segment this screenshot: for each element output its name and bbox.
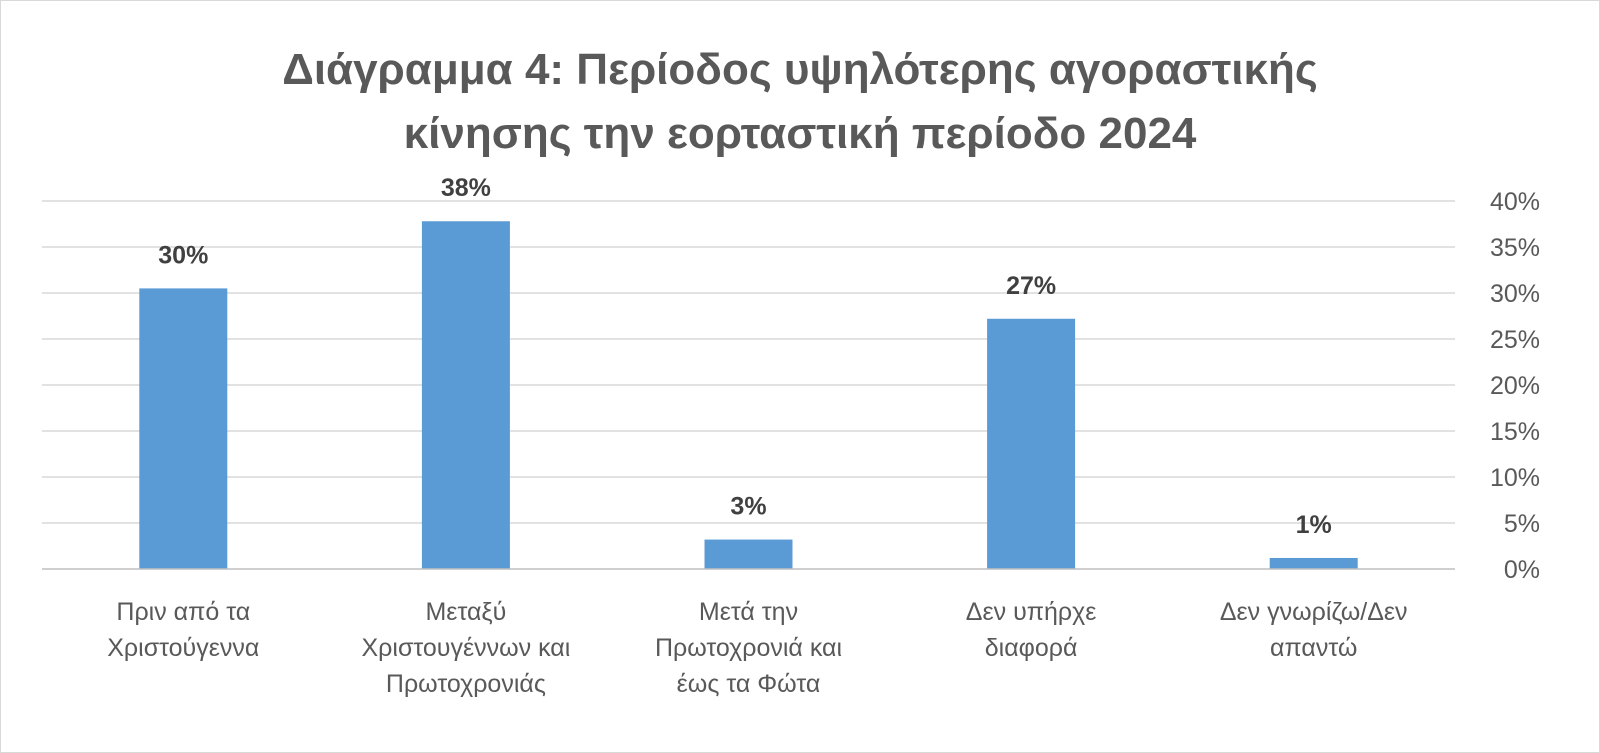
y-axis-ticks: 0% 5% 10% 15% 20% 25% 30% 35% 40% <box>1490 188 1540 584</box>
data-labels: 30% 38% 3% 27% 1% <box>158 174 1331 539</box>
bar <box>987 318 1076 569</box>
category-label: Μετά την Πρωτοχρονιά και έως τα Φώτα <box>655 598 842 698</box>
y-tick-label: 20% <box>1490 372 1540 400</box>
y-tick-label: 40% <box>1490 188 1540 216</box>
category-label-line: Δεν γνωρίζω/Δεν <box>1220 598 1408 626</box>
category-label-line: απαντώ <box>1270 634 1357 662</box>
category-label: Δεν γνωρίζω/Δεν απαντώ <box>1220 598 1408 662</box>
y-tick-label: 25% <box>1490 326 1540 354</box>
category-label: Πριν από τα Χριστούγεννα <box>107 598 259 662</box>
chart-title: Διάγραμμα 4: Περίοδος υψηλότερης αγοραστ… <box>0 38 1600 166</box>
bar <box>1269 557 1358 569</box>
data-label: 1% <box>1296 511 1332 539</box>
bar <box>421 221 510 570</box>
chart-title-line-2: κίνησης την εορταστική περίοδο 2024 <box>403 109 1197 158</box>
gridlines <box>42 200 1455 524</box>
bar <box>139 288 228 569</box>
category-label-line: διαφορά <box>985 634 1078 662</box>
chart-title-line-1: Διάγραμμα 4: Περίοδος υψηλότερης αγοραστ… <box>282 45 1318 94</box>
category-label-line: Πριν από τα <box>116 598 250 626</box>
y-tick-label: 5% <box>1504 510 1540 538</box>
category-label-line: Πρωτοχρονιάς <box>386 670 546 698</box>
y-tick-label: 30% <box>1490 280 1540 308</box>
category-label-line: Πρωτοχρονιά και <box>655 634 842 662</box>
bar <box>704 539 793 569</box>
y-tick-label: 15% <box>1490 418 1540 446</box>
data-label: 38% <box>441 174 491 202</box>
category-label: Δεν υπήρχε διαφορά <box>966 598 1097 662</box>
data-label: 30% <box>158 241 208 269</box>
category-label-line: Χριστούγεννα <box>107 634 259 662</box>
category-label-line: έως τα Φώτα <box>677 670 821 698</box>
category-label-line: Μετά την <box>699 598 798 626</box>
category-label-line: Δεν υπήρχε <box>966 598 1097 626</box>
y-tick-label: 35% <box>1490 234 1540 262</box>
category-label-line: Μεταξύ <box>425 598 506 626</box>
y-tick-label: 0% <box>1504 556 1540 584</box>
y-tick-label: 10% <box>1490 464 1540 492</box>
bars <box>139 221 1358 570</box>
data-label: 27% <box>1006 272 1056 300</box>
data-label: 3% <box>730 493 766 521</box>
category-labels: Πριν από τα Χριστούγεννα Μεταξύ Χριστουγένν… <box>107 598 1407 698</box>
category-label: Μεταξύ Χριστουγέννων και Πρωτοχρονιάς <box>362 598 571 698</box>
category-label-line: Χριστουγέννων και <box>362 634 571 662</box>
